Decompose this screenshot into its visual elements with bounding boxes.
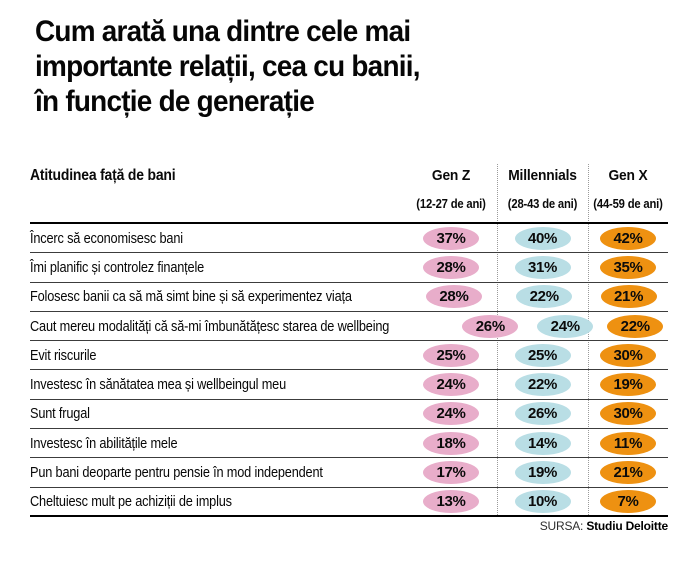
column-label-millennials: Millennials [508, 167, 577, 184]
value-pill-millennials: 14% [514, 431, 571, 455]
table-row: Evit riscurile 25% 25% 30% [30, 341, 668, 371]
table-row: Folosesc banii ca să mă simt bine și să … [30, 283, 668, 312]
table-row: Îmi planific și controlez finanțele 28% … [30, 253, 668, 283]
column-header-millennials: Millennials (28-43 de ani) [497, 167, 588, 211]
table-header: Atitudinea față de bani Gen Z (12-27 de … [30, 167, 668, 211]
value-pill-millennials: 24% [537, 314, 594, 338]
row-label: Pun bani deoparte pentru pensie în mod i… [30, 464, 323, 482]
title-line-2: importante relații, cea cu banii, [35, 50, 421, 83]
value-pill-gen-z: 24% [423, 402, 479, 426]
table-row: Pun bani deoparte pentru pensie în mod i… [30, 458, 668, 488]
column-header-gen-x: Gen X (44-59 de ani) [588, 167, 668, 211]
row-label: Folosesc banii ca să mă simt bine și să … [30, 288, 352, 306]
value-pill-gen-x: 22% [607, 314, 664, 338]
value-pill-gen-z: 17% [423, 461, 479, 485]
row-label: Investesc în abilitățile mele [30, 434, 178, 452]
row-label: Investesc în sănătatea mea și wellbeingu… [30, 376, 287, 394]
value-pill-gen-x: 21% [600, 285, 657, 309]
row-header-column: Atitudinea față de bani [30, 167, 405, 185]
value-pill-gen-x: 30% [600, 402, 656, 426]
page-title: Cum arată una dintre cele mai importante… [35, 14, 421, 119]
table-row: Investesc în sănătatea mea și wellbeingu… [30, 370, 668, 400]
value-pill-gen-z: 37% [423, 226, 479, 250]
value-pill-gen-z: 13% [423, 489, 479, 513]
table-row: Investesc în abilitățile mele 18% 14% 11… [30, 429, 668, 459]
column-divider-dotted-2 [588, 164, 589, 515]
source-prefix: SURSA: [539, 519, 584, 533]
value-pill-gen-z: 24% [423, 373, 479, 397]
column-sublabel-gen-x: (44-59 de ani) [593, 197, 663, 211]
row-label: Îmi planific și controlez finanțele [30, 258, 205, 276]
data-table: Încerc să economisesc bani 37% 40% 42% Î… [30, 222, 668, 517]
value-pill-millennials: 22% [514, 373, 571, 397]
column-label-gen-x: Gen X [608, 167, 648, 184]
row-label: Caut mereu modalități că să-mi îmbunătăț… [30, 317, 390, 335]
value-pill-gen-x: 7% [600, 489, 656, 513]
column-sublabel-gen-z: (12-27 de ani) [416, 197, 486, 211]
source-name: Studiu Deloitte [586, 519, 668, 533]
table-row: Încerc să economisesc bani 37% 40% 42% [30, 224, 668, 254]
value-pill-gen-x: 21% [600, 461, 656, 485]
value-pill-millennials: 26% [514, 402, 571, 426]
value-pill-gen-z: 26% [462, 314, 519, 338]
table-row: Caut mereu modalități că să-mi îmbunătăț… [30, 312, 668, 342]
title-line-3: în funcție de generație [35, 85, 315, 118]
title-line-1: Cum arată una dintre cele mai [35, 15, 411, 48]
value-pill-millennials: 10% [514, 489, 571, 513]
value-pill-gen-x: 11% [600, 431, 656, 455]
value-pill-gen-x: 19% [600, 373, 656, 397]
row-label: Încerc să economisesc bani [30, 229, 183, 247]
column-sublabel-millennials: (28-43 de ani) [507, 197, 578, 211]
source-attribution: SURSA: Studiu Deloitte [540, 519, 668, 533]
row-label: Cheltuiesc mult pe achiziții de implus [30, 492, 232, 510]
value-pill-gen-x: 30% [600, 343, 656, 367]
value-pill-millennials: 40% [514, 226, 571, 250]
row-header-label: Atitudinea față de bani [30, 167, 176, 184]
value-pill-millennials: 25% [514, 343, 571, 367]
value-pill-gen-z: 28% [423, 255, 479, 279]
column-divider-dotted-1 [497, 164, 498, 515]
value-pill-gen-z: 18% [423, 431, 479, 455]
column-header-gen-z: Gen Z (12-27 de ani) [405, 167, 497, 211]
column-label-gen-z: Gen Z [431, 167, 471, 184]
value-pill-gen-z: 25% [423, 343, 479, 367]
value-pill-gen-x: 35% [600, 255, 656, 279]
table-row: Cheltuiesc mult pe achiziții de implus 1… [30, 488, 668, 517]
value-pill-gen-x: 42% [600, 226, 656, 250]
value-pill-gen-z: 28% [425, 285, 482, 309]
table-row: Sunt frugal 24% 26% 30% [30, 400, 668, 430]
value-pill-millennials: 19% [514, 461, 571, 485]
value-pill-millennials: 31% [514, 255, 571, 279]
value-pill-millennials: 22% [516, 285, 573, 309]
row-label: Sunt frugal [30, 405, 90, 423]
row-label: Evit riscurile [30, 346, 97, 364]
